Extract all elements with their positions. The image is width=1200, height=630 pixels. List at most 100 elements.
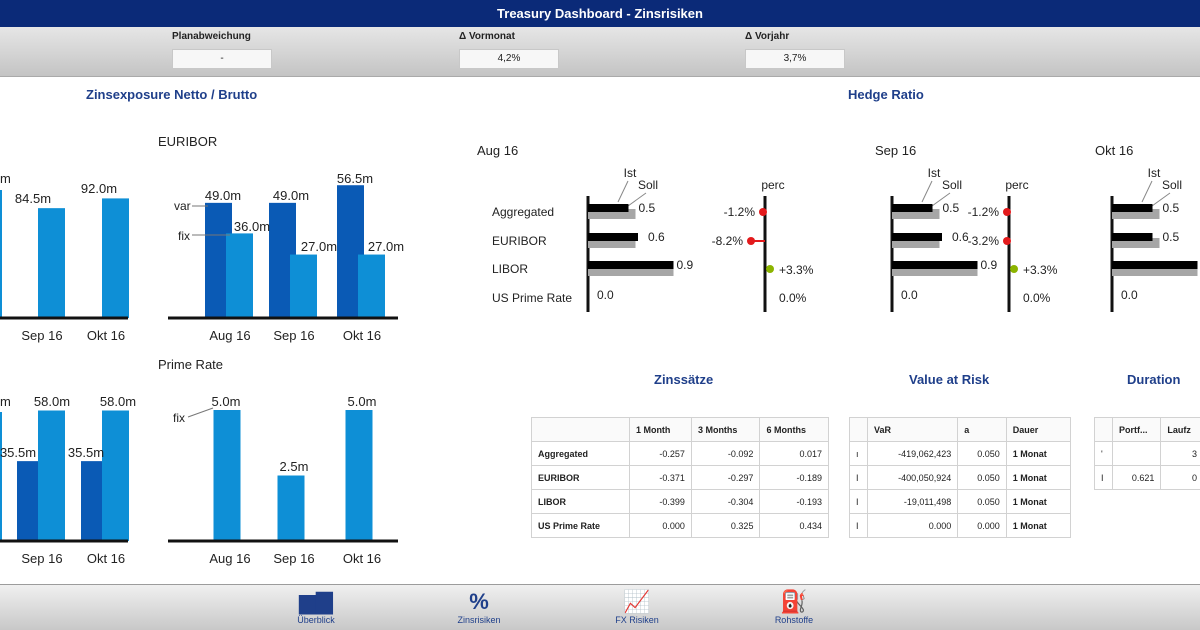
table-cell: 0.050 bbox=[957, 441, 1007, 466]
var-table: VaR a Dauer ı -419,062,423 0.050 1 Monat… bbox=[849, 417, 1072, 538]
kpi-value-field: 4,2% bbox=[459, 49, 559, 69]
table-cell bbox=[1111, 441, 1162, 466]
kpi-planabweichung: Planabweichung - bbox=[172, 31, 312, 69]
kpi-label: Δ Vorjahr bbox=[745, 31, 790, 42]
nav-rohstoffe-button[interactable]: ⛽ Rohstoffe bbox=[754, 589, 834, 625]
kpi-vorjahr: Δ Vorjahr 3,7% bbox=[745, 31, 885, 69]
hedge-value-label: 0.5 bbox=[1163, 230, 1180, 244]
perc-value-label: -8.2% bbox=[712, 234, 744, 248]
nav-zinsrisiken-button[interactable]: % Zinsrisiken bbox=[439, 589, 519, 625]
data-label: 92.0m bbox=[81, 181, 117, 196]
table-row: LIBOR -0.399 -0.304 -0.193 bbox=[531, 489, 829, 514]
data-label: 5.0m bbox=[212, 394, 241, 409]
table-cell: EURIBOR bbox=[531, 465, 630, 490]
table-cell: -0.189 bbox=[759, 465, 829, 490]
ist-bar bbox=[892, 261, 978, 269]
data-label: m bbox=[0, 394, 11, 409]
x-tick-label: Aug 16 bbox=[209, 328, 250, 343]
data-label: 49.0m bbox=[205, 188, 241, 203]
rates-section-title: Zinssätze bbox=[654, 372, 714, 387]
table-cell: 0.050 bbox=[957, 489, 1007, 514]
perc-marker bbox=[759, 208, 767, 216]
ist-bar bbox=[892, 204, 933, 212]
hedge-value-label: 0.9 bbox=[677, 258, 694, 272]
bar bbox=[290, 254, 317, 318]
data-label: 27.0m bbox=[368, 239, 404, 254]
legend-soll: Soll bbox=[638, 178, 658, 192]
nav-label: FX Risiken bbox=[615, 615, 659, 625]
table-header-cell: a bbox=[957, 417, 1007, 442]
bar bbox=[213, 410, 241, 541]
table-cell: 0.325 bbox=[690, 513, 761, 538]
nav-label: Zinsrisiken bbox=[457, 615, 501, 625]
perc-label: perc bbox=[761, 178, 784, 192]
nav-fx-risiken-button[interactable]: 📈 FX Risiken bbox=[597, 589, 677, 625]
hedge-value-label: 0.5 bbox=[943, 201, 960, 215]
perc-marker bbox=[1003, 237, 1011, 245]
ist-bar bbox=[588, 233, 638, 241]
table-header-cell: 6 Months bbox=[759, 417, 829, 442]
table-cell: I bbox=[849, 465, 868, 490]
series-label: fix bbox=[178, 229, 190, 243]
table-cell: -19,011,498 bbox=[866, 489, 959, 514]
perc-marker bbox=[1003, 208, 1011, 216]
table-header-cell: 3 Months bbox=[690, 417, 761, 442]
perc-value-label: +3.3% bbox=[779, 263, 814, 277]
table-cell: 0.621 bbox=[1111, 465, 1162, 490]
table-row: I 0.621 0 bbox=[1094, 465, 1200, 490]
x-tick-label: Okt 16 bbox=[87, 551, 125, 566]
nav-ueberblick-button[interactable]: ▆▇ Überblick bbox=[276, 589, 356, 625]
table-header-cell: Laufz bbox=[1160, 417, 1200, 442]
series-label: fix bbox=[173, 411, 185, 425]
data-label: 35.5m bbox=[68, 445, 104, 460]
soll-bar bbox=[1112, 238, 1160, 248]
dashboard-title: Treasury Dashboard - Zinsrisiken bbox=[0, 0, 1200, 27]
kpi-value-field: 3,7% bbox=[745, 49, 845, 69]
series-label: var bbox=[174, 199, 191, 213]
perc-value-label: -1.2% bbox=[968, 205, 1000, 219]
soll-bar bbox=[892, 266, 978, 276]
ist-bar bbox=[892, 233, 942, 241]
bar bbox=[277, 475, 305, 541]
hedge-value-label: 0.0 bbox=[597, 288, 614, 302]
chart-title: EURIBOR bbox=[158, 134, 217, 149]
table-cell: 1 Monat bbox=[1005, 465, 1072, 490]
perc-value-label: -1.2% bbox=[724, 205, 756, 219]
soll-bar bbox=[892, 238, 940, 248]
data-label: 56.5m bbox=[337, 171, 373, 186]
nav-label: Überblick bbox=[297, 615, 335, 625]
table-header-cell: Portf... bbox=[1111, 417, 1162, 442]
ist-bar bbox=[588, 261, 674, 269]
hedge-panel-title: Okt 16 bbox=[1095, 143, 1133, 158]
bar bbox=[102, 198, 129, 318]
table-cell: -0.371 bbox=[628, 465, 692, 490]
table-cell: -0.297 bbox=[690, 465, 761, 490]
ist-bar bbox=[588, 204, 629, 212]
table-header-cell bbox=[1094, 417, 1113, 442]
callout-line bbox=[921, 180, 933, 203]
legend-ist: Ist bbox=[1148, 166, 1161, 180]
table-header-row: 1 Month 3 Months 6 Months bbox=[531, 417, 829, 442]
table-row: EURIBOR -0.371 -0.297 -0.189 bbox=[531, 465, 829, 490]
rates-table: 1 Month 3 Months 6 Months Aggregated -0.… bbox=[531, 417, 829, 538]
table-cell: 1 Monat bbox=[1005, 513, 1072, 538]
table-cell: -0.399 bbox=[628, 489, 692, 514]
table-cell: -0.304 bbox=[690, 489, 761, 514]
legend-soll: Soll bbox=[1162, 178, 1182, 192]
data-label: 58.0m bbox=[34, 394, 70, 409]
bar bbox=[358, 254, 385, 318]
perc-value-label: 0.0% bbox=[1023, 291, 1051, 305]
ist-bar bbox=[1112, 233, 1153, 241]
legend-ist: Ist bbox=[624, 166, 637, 180]
table-cell: -400,050,924 bbox=[866, 465, 959, 490]
x-tick-label: Aug 16 bbox=[209, 551, 250, 566]
table-cell: I bbox=[1094, 465, 1113, 490]
bar bbox=[0, 190, 2, 318]
table-cell: 3 bbox=[1160, 441, 1200, 466]
table-cell: Aggregated bbox=[531, 441, 630, 466]
table-header-cell: 1 Month bbox=[628, 417, 692, 442]
table-header-cell bbox=[531, 417, 630, 442]
table-cell: 0.434 bbox=[759, 513, 829, 538]
data-label: 49.0m bbox=[273, 188, 309, 203]
data-label: 5.0m bbox=[348, 394, 377, 409]
